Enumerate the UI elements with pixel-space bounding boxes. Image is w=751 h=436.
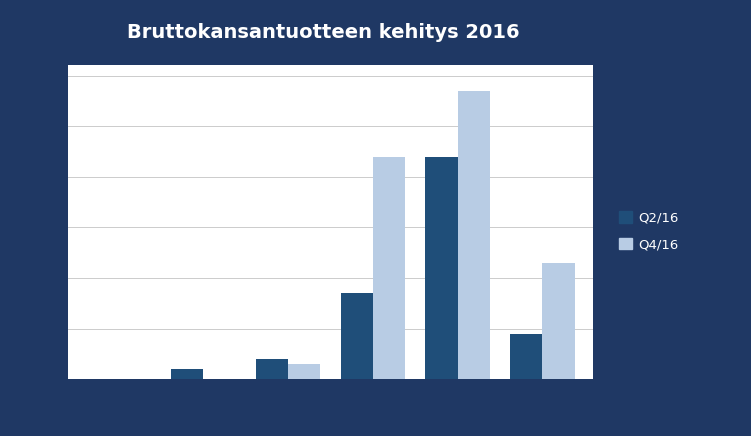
Text: Bruttokansantuotteen kehitys 2016: Bruttokansantuotteen kehitys 2016	[127, 23, 519, 42]
Bar	[288, 364, 320, 379]
Bar	[372, 157, 405, 379]
Bar	[256, 359, 288, 379]
Bar	[510, 334, 542, 379]
Bar	[341, 293, 372, 379]
Bar	[542, 263, 575, 379]
Bar	[171, 369, 204, 379]
Bar	[457, 91, 490, 379]
Legend: Q2/16, Q4/16: Q2/16, Q4/16	[615, 207, 683, 255]
Bar	[425, 157, 457, 379]
